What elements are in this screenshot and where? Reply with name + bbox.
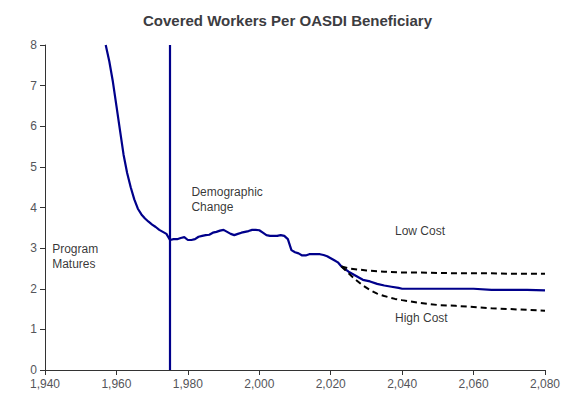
svg-text:1: 1	[30, 322, 37, 336]
svg-text:7: 7	[30, 79, 37, 93]
svg-text:Change: Change	[191, 200, 233, 214]
svg-text:1,940: 1,940	[30, 377, 60, 391]
svg-text:2,020: 2,020	[316, 377, 346, 391]
svg-text:High Cost: High Cost	[395, 311, 448, 325]
svg-text:2,000: 2,000	[244, 377, 274, 391]
svg-text:Covered Workers Per OASDI Bene: Covered Workers Per OASDI Beneficiary	[143, 12, 433, 29]
svg-text:Demographic: Demographic	[191, 185, 262, 199]
svg-text:Low Cost: Low Cost	[395, 224, 446, 238]
svg-text:4: 4	[30, 201, 37, 215]
svg-text:Program: Program	[52, 242, 98, 256]
svg-text:2,040: 2,040	[387, 377, 417, 391]
svg-text:1,980: 1,980	[173, 377, 203, 391]
svg-text:0: 0	[30, 363, 37, 377]
svg-text:2,080: 2,080	[530, 377, 560, 391]
svg-text:2: 2	[30, 282, 37, 296]
svg-text:Matures: Matures	[52, 257, 95, 271]
svg-text:2,060: 2,060	[459, 377, 489, 391]
svg-text:3: 3	[30, 241, 37, 255]
svg-text:6: 6	[30, 119, 37, 133]
svg-text:1,960: 1,960	[101, 377, 131, 391]
svg-text:5: 5	[30, 160, 37, 174]
svg-text:8: 8	[30, 38, 37, 52]
